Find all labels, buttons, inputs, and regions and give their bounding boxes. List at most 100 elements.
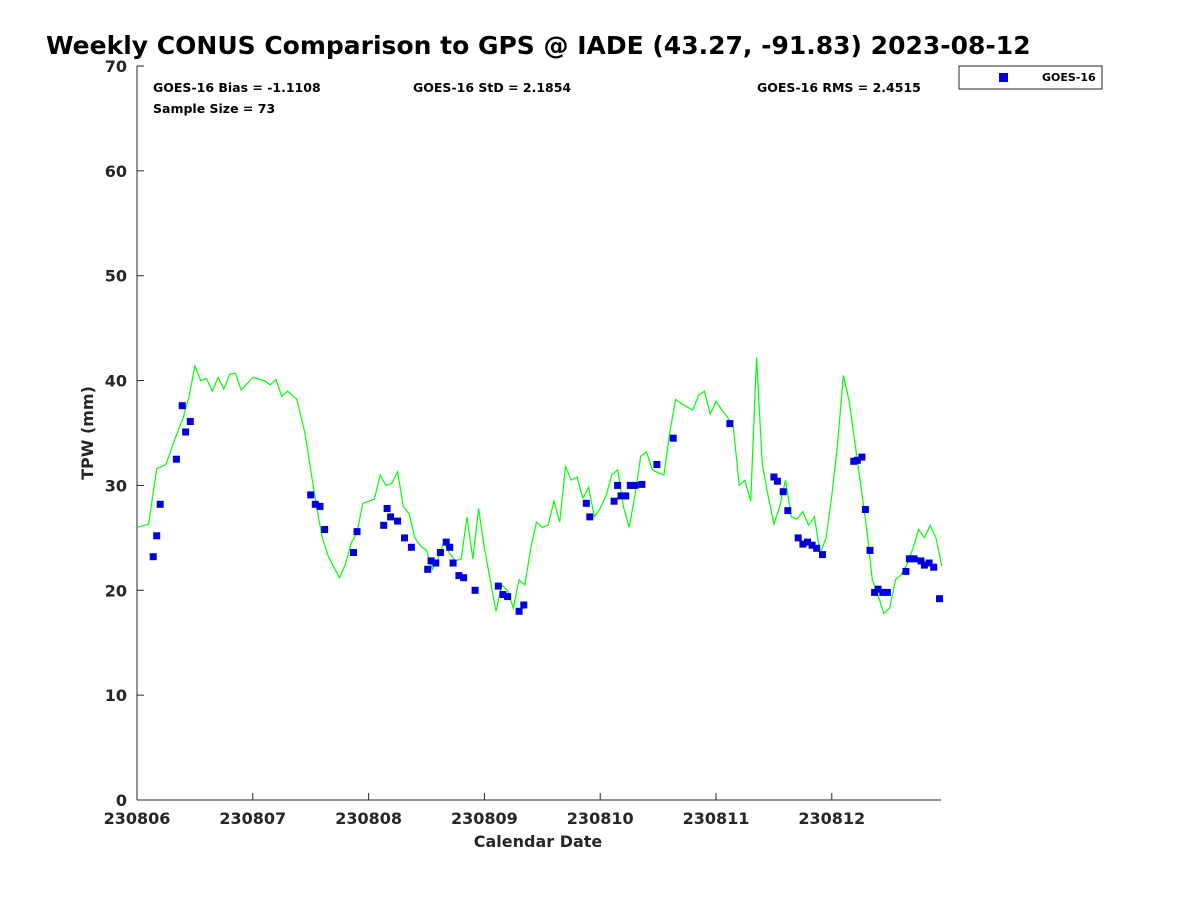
- goes16-point: [424, 565, 432, 573]
- goes16-point: [471, 586, 479, 594]
- goes16-point: [879, 588, 887, 596]
- gps-tpw-line: [136, 357, 943, 615]
- sample-size-stat: Sample Size = 73: [153, 101, 275, 116]
- goes16-point: [925, 559, 933, 567]
- goes16-point: [307, 491, 315, 499]
- goes16-point: [401, 534, 408, 542]
- goes16-point: [172, 455, 180, 463]
- x-tick-label: 230812: [798, 809, 865, 828]
- x-tick-label: 230811: [683, 809, 750, 828]
- goes16-point: [520, 601, 528, 609]
- goes16-point: [442, 538, 450, 546]
- goes16-point: [917, 557, 925, 565]
- goes16-point: [427, 557, 435, 565]
- y-tick-label: 50: [105, 267, 127, 286]
- goes16-point: [936, 595, 943, 603]
- goes16-point: [905, 555, 913, 563]
- y-tick-label: 0: [116, 791, 127, 810]
- goes16-point: [853, 456, 861, 464]
- legend-marker-goes16: [999, 73, 1008, 82]
- goes16-point: [779, 488, 787, 496]
- goes16-point: [653, 461, 661, 468]
- goes16-point: [874, 585, 882, 593]
- goes16-point: [799, 540, 807, 548]
- goes16-point: [669, 434, 677, 442]
- goes16-point: [866, 546, 874, 554]
- x-tick-label: 230806: [104, 809, 171, 828]
- goes16-point: [920, 561, 928, 569]
- goes16-point: [773, 477, 781, 485]
- goes16-point: [617, 492, 625, 500]
- goes16-point: [770, 473, 778, 481]
- x-tick-label: 230809: [451, 809, 518, 828]
- goes16-point: [432, 559, 440, 567]
- goes16-point: [455, 572, 463, 580]
- goes16-point: [515, 607, 523, 615]
- goes16-point: [808, 541, 816, 549]
- goes16-point: [784, 507, 792, 515]
- goes16-point: [610, 497, 618, 505]
- goes16-point: [883, 588, 891, 596]
- chart-title: Weekly CONUS Comparison to GPS @ IADE (4…: [46, 31, 1031, 60]
- goes16-point: [353, 528, 361, 536]
- y-tick-label: 10: [105, 686, 127, 705]
- y-tick-label: 20: [105, 581, 127, 600]
- x-tick-label: 230810: [567, 809, 634, 828]
- goes16-point: [858, 453, 866, 461]
- y-tick-label: 70: [105, 57, 127, 76]
- legend-label-goes16: GOES-16: [1042, 71, 1096, 84]
- goes16-point: [622, 492, 630, 500]
- plot-area: [136, 66, 941, 801]
- goes16-point: [794, 534, 802, 542]
- goes16-point: [149, 553, 157, 561]
- goes16-point: [631, 481, 639, 489]
- goes16-point: [499, 591, 507, 598]
- series-layer: [136, 357, 943, 615]
- goes16-point: [504, 593, 512, 601]
- goes16-point: [153, 532, 161, 540]
- goes16-point: [316, 502, 324, 510]
- goes16-point: [380, 521, 388, 529]
- x-axis-label: Calendar Date: [474, 832, 603, 851]
- goes16-point: [156, 500, 164, 508]
- goes16-point: [902, 567, 910, 575]
- bias-stat: GOES-16 Bias = -1.1108: [153, 80, 321, 95]
- goes16-point: [813, 544, 821, 552]
- goes16-point: [626, 481, 634, 489]
- rms-stat: GOES-16 RMS = 2.4515: [757, 80, 921, 95]
- goes16-point: [407, 543, 415, 551]
- goes16-point: [910, 555, 918, 563]
- goes16-point: [582, 499, 590, 507]
- goes16-point: [436, 549, 444, 556]
- legend: GOES-16: [958, 65, 1103, 90]
- x-tick-label: 230808: [335, 809, 402, 828]
- goes16-point: [449, 559, 457, 567]
- goes16-point: [638, 480, 646, 488]
- goes16-point: [614, 481, 622, 489]
- goes16-point: [178, 402, 186, 410]
- goes16-point: [394, 517, 402, 525]
- y-tick-label: 40: [105, 372, 127, 391]
- goes16-point: [930, 563, 938, 571]
- goes16-point: [387, 513, 395, 521]
- y-ticks: 0 10 20 30 40 50 60 70: [105, 57, 144, 810]
- goes16-point: [186, 418, 194, 425]
- goes16-point: [819, 551, 826, 559]
- goes16-point: [446, 543, 454, 551]
- goes16-point: [494, 582, 502, 590]
- goes16-point: [586, 513, 594, 521]
- legend-box: [958, 65, 1103, 90]
- std-stat: GOES-16 StD = 2.1854: [413, 80, 571, 95]
- y-tick-label: 30: [105, 476, 127, 495]
- goes16-point: [726, 420, 734, 428]
- goes16-point: [311, 500, 319, 508]
- goes16-point: [182, 428, 190, 436]
- goes16-point: [383, 505, 391, 512]
- goes16-point: [460, 574, 468, 582]
- goes16-point: [350, 549, 357, 556]
- y-tick-label: 60: [105, 162, 127, 181]
- goes16-point: [861, 506, 869, 513]
- y-axis-label: TPW (mm): [78, 386, 97, 480]
- x-tick-label: 230807: [219, 809, 286, 828]
